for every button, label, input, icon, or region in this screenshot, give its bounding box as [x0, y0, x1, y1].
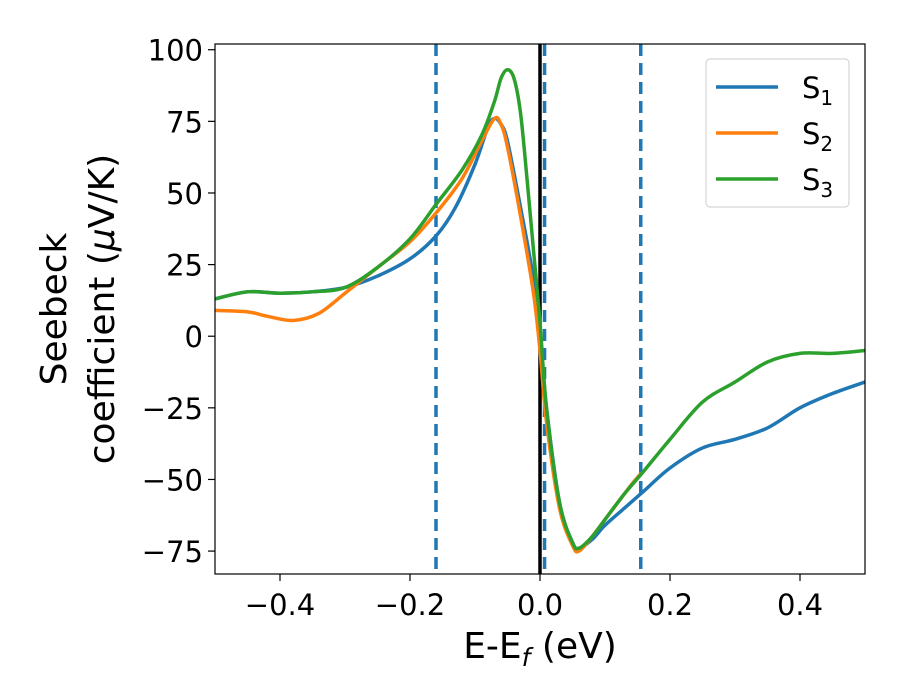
y-tick-label: 0	[185, 320, 203, 354]
legend-label-s2: S2	[802, 117, 833, 156]
y-tick-label: 25	[166, 249, 203, 283]
legend: S1 S2 S3	[705, 58, 850, 208]
y-axis-ticks: −75 −50 −25 0 25 50 75 100	[142, 34, 215, 569]
y-tick-label: −75	[142, 535, 203, 569]
y-axis-label-line2: coefficient (μV/K)	[82, 154, 123, 464]
y-tick-label: 50	[166, 177, 203, 211]
x-tick-label: −0.2	[375, 588, 445, 622]
legend-label-s3: S3	[802, 163, 833, 202]
y-axis-label-line1: Seebeck	[34, 232, 75, 385]
x-tick-label: −0.4	[245, 588, 315, 622]
x-axis-ticks: −0.4 −0.2 0.0 0.2 0.4	[245, 574, 823, 622]
y-axis-label: Seebeck coefficient (μV/K)	[34, 154, 123, 464]
y-tick-label: 75	[166, 105, 203, 139]
y-tick-label: 100	[148, 34, 203, 68]
x-tick-label: 0.0	[517, 588, 563, 622]
x-tick-label: 0.4	[777, 588, 823, 622]
y-tick-label: −50	[142, 463, 203, 497]
y-tick-label: −25	[142, 392, 203, 426]
x-axis-label: E-Ef (eV)	[463, 626, 617, 672]
series-lines	[215, 68, 865, 554]
x-tick-label: 0.2	[647, 588, 693, 622]
legend-label-s1: S1	[802, 71, 833, 110]
mu-symbol: μ	[82, 228, 123, 252]
series-line-s3	[215, 68, 865, 551]
